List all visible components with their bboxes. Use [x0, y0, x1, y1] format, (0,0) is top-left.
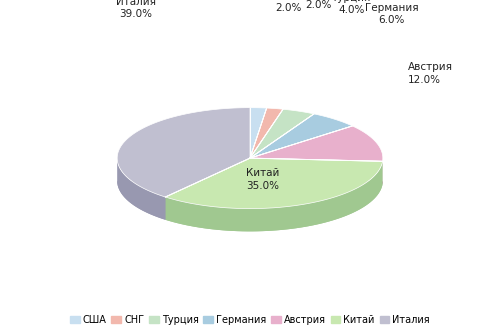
- Text: США
2.0%: США 2.0%: [275, 0, 301, 13]
- Polygon shape: [117, 158, 166, 220]
- Polygon shape: [166, 161, 382, 231]
- Polygon shape: [250, 126, 383, 161]
- Polygon shape: [166, 158, 382, 209]
- Polygon shape: [250, 108, 283, 158]
- Text: Китай
35.0%: Китай 35.0%: [246, 168, 280, 191]
- Polygon shape: [166, 181, 382, 231]
- Polygon shape: [250, 109, 314, 158]
- Text: Германия
6.0%: Германия 6.0%: [365, 3, 418, 25]
- Polygon shape: [250, 114, 352, 158]
- Legend: США, СНГ, Турция, Германия, Австрия, Китай, Италия: США, СНГ, Турция, Германия, Австрия, Кит…: [70, 315, 430, 325]
- Text: СНГ
2.0%: СНГ 2.0%: [305, 0, 332, 10]
- Text: Австрия
12.0%: Австрия 12.0%: [408, 62, 453, 84]
- Polygon shape: [250, 108, 266, 158]
- Text: Турция
4.0%: Турция 4.0%: [332, 0, 371, 15]
- Polygon shape: [117, 181, 250, 220]
- Text: Италия
39.0%: Италия 39.0%: [116, 0, 156, 19]
- Polygon shape: [250, 181, 383, 184]
- Polygon shape: [117, 108, 250, 197]
